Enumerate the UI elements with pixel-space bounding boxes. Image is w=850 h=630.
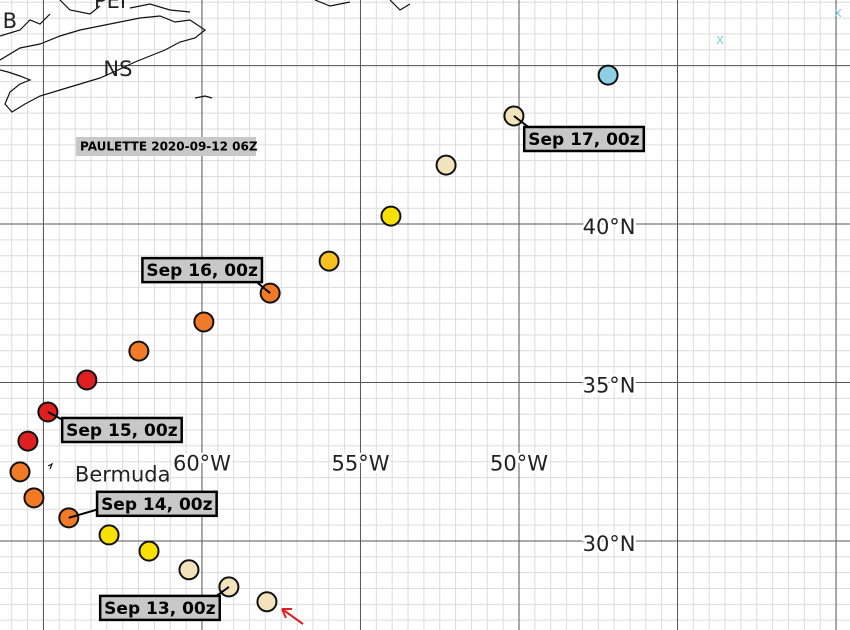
coastline bbox=[0, 13, 51, 37]
track-point bbox=[318, 250, 340, 272]
label-box bbox=[522, 125, 646, 153]
time-label: Sep 14, 00z bbox=[101, 495, 213, 515]
labels: 60°W 55°W 50°W 40°N 35°N 30°N Bermuda NS PEI Bx x bbox=[3, 0, 842, 558]
track-point bbox=[76, 369, 98, 391]
title-box: PAULETTE 2020-09-12 06Z bbox=[76, 137, 258, 156]
current-position-arrow bbox=[281, 608, 304, 625]
coastline bbox=[59, 0, 101, 15]
track-point bbox=[435, 154, 457, 176]
place-label: Bermuda bbox=[75, 462, 171, 486]
longitude-label: 60°W bbox=[173, 452, 231, 476]
coastline bbox=[0, 15, 207, 113]
place-label: B bbox=[3, 9, 17, 33]
annotations: Sep 13, 00z Sep 14, 00z Sep 15, 00z Sep 16,… bbox=[47, 115, 646, 622]
track-point bbox=[380, 205, 402, 227]
time-label: Sep 16, 00z bbox=[146, 261, 258, 281]
track-point bbox=[17, 430, 39, 452]
arrow bbox=[281, 608, 304, 625]
coastline bbox=[47, 462, 54, 470]
track bbox=[9, 64, 619, 613]
label-box bbox=[98, 594, 221, 622]
coastline bbox=[129, 3, 191, 13]
place-label: NS bbox=[103, 57, 132, 81]
track-point bbox=[9, 461, 31, 483]
track-point bbox=[138, 540, 160, 562]
track-point bbox=[23, 487, 45, 509]
track-point bbox=[128, 340, 150, 362]
longitude-label: 50°W bbox=[490, 452, 548, 476]
track-point bbox=[193, 311, 215, 333]
latitude-label: 35°N bbox=[583, 374, 636, 398]
track-point bbox=[98, 524, 120, 546]
label-box bbox=[95, 490, 218, 518]
storm-title: PAULETTE 2020-09-12 06Z bbox=[80, 140, 258, 154]
time-label: Sep 17, 00z bbox=[528, 130, 640, 150]
marker: x bbox=[834, 5, 842, 21]
label-box bbox=[141, 256, 264, 284]
track-point bbox=[256, 591, 278, 613]
longitude-label: 55°W bbox=[331, 452, 389, 476]
label-box bbox=[60, 416, 183, 444]
title-background bbox=[76, 137, 256, 156]
time-label: Sep 15, 00z bbox=[66, 421, 178, 441]
track-point bbox=[178, 559, 200, 581]
place-label: PEI bbox=[94, 0, 126, 13]
latitude-label: 30°N bbox=[583, 532, 636, 556]
coastlines bbox=[0, 0, 411, 470]
latitude-label: 40°N bbox=[583, 215, 636, 239]
track-point bbox=[597, 64, 619, 86]
marker: x bbox=[716, 32, 724, 48]
coastline bbox=[314, 0, 411, 11]
time-label: Sep 13, 00z bbox=[104, 599, 216, 619]
coastline bbox=[194, 95, 213, 99]
